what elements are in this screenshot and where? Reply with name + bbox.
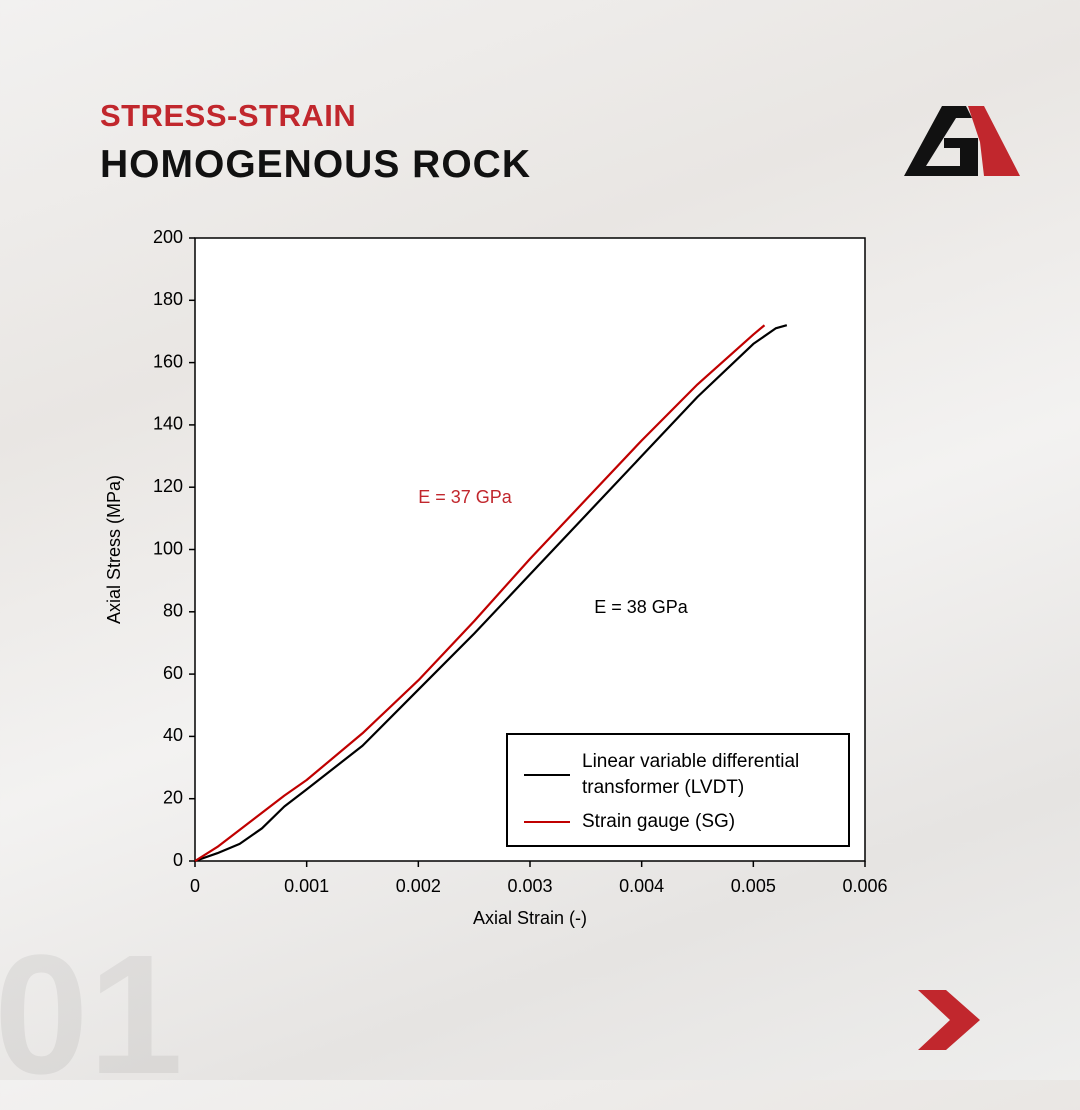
legend-item: Strain gauge (SG) (524, 809, 844, 835)
legend-label: Linear variable differential transformer… (582, 751, 800, 798)
y-tick-label: 0 (173, 850, 183, 870)
x-axis-label: Axial Strain (-) (473, 908, 587, 928)
x-tick-label: 0.001 (284, 876, 329, 896)
page-number: 01 (0, 920, 184, 1110)
x-tick-label: 0.006 (842, 876, 887, 896)
y-tick-label: 40 (163, 725, 183, 745)
y-tick-label: 120 (153, 476, 183, 496)
series-line (194, 324, 766, 862)
x-tick-label: 0.004 (619, 876, 664, 896)
y-tick-label: 20 (163, 787, 183, 807)
x-tick-label: 0.002 (396, 876, 441, 896)
legend-swatch (524, 821, 570, 823)
y-tick-label: 140 (153, 414, 183, 434)
legend-item: Linear variable differential transformer… (524, 749, 844, 801)
legend-label: Strain gauge (SG) (582, 811, 736, 832)
y-axis-label: Axial Stress (MPa) (104, 475, 124, 624)
annotation: E = 37 GPa (418, 487, 513, 507)
y-tick-label: 80 (163, 601, 183, 621)
annotation: E = 38 GPa (594, 597, 689, 617)
x-tick-label: 0.003 (507, 876, 552, 896)
x-tick-label: 0 (190, 876, 200, 896)
kicker: STRESS-STRAIN (100, 98, 357, 133)
page-title: HOMOGENOUS ROCK (100, 143, 532, 186)
legend-swatch (524, 774, 570, 776)
chart: 0 20 40 60 80 100 120 140 160 180 200 0 0.001 0.002 0.… (104, 227, 888, 928)
y-tick-label: 100 (153, 538, 183, 558)
x-tick-label: 0.005 (731, 876, 776, 896)
next-arrow[interactable] (916, 988, 982, 1052)
series-line (194, 324, 788, 863)
logo (904, 106, 1020, 176)
y-tick-label: 180 (153, 289, 183, 309)
y-tick-label: 60 (163, 663, 183, 683)
legend: Linear variable differential transformer… (506, 733, 850, 847)
y-tick-label: 160 (153, 351, 183, 371)
y-tick-label: 200 (153, 227, 183, 247)
